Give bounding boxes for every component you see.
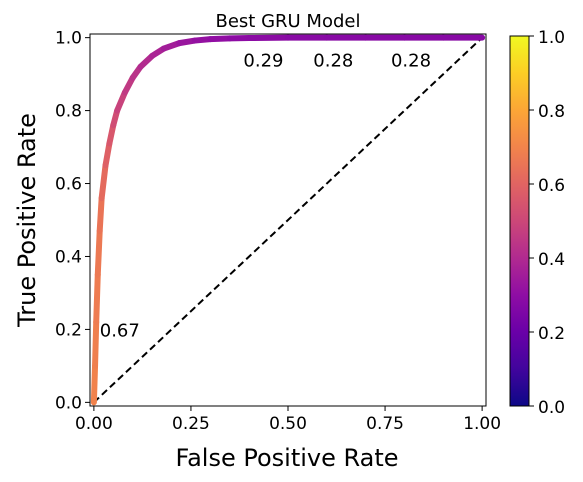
roc-segment	[93, 271, 101, 326]
colorbar-ticks: 0.0 0.2 0.4 0.6 0.8 1.0	[529, 28, 565, 418]
y-axis: 0.0 0.2 0.4 0.6 0.8 1.0	[55, 29, 90, 413]
chart-title: Best GRU Model	[216, 11, 361, 32]
colorbar: 0.0 0.2 0.4 0.6 0.8 1.0	[509, 28, 565, 418]
x-tick-label: 0.75	[366, 414, 404, 434]
colorbar-gradient	[509, 35, 530, 407]
roc-segment	[92, 319, 100, 369]
threshold-annotation: 0.28	[313, 51, 353, 72]
x-tick-label: 0.25	[172, 414, 210, 434]
roc-segment	[98, 162, 109, 202]
diagonal-reference-line	[93, 36, 483, 404]
colorbar-tick-label: 0.0	[538, 398, 565, 418]
colorbar-tick-label: 0.8	[538, 102, 565, 122]
y-tick-label: 1.0	[55, 29, 82, 49]
plot-area: 0.67 0.29 0.28 0.28	[89, 33, 487, 407]
x-axis: 0.00 0.25 0.50 0.75 1.00	[75, 406, 501, 434]
roc-segment	[90, 362, 99, 406]
y-tick-label: 0.2	[55, 320, 82, 340]
roc-segment	[106, 122, 117, 147]
roc-segment	[207, 35, 233, 43]
roc-segment	[102, 140, 113, 169]
x-axis-label: False Positive Rate	[175, 444, 398, 472]
y-tick-label: 0.6	[55, 175, 82, 195]
x-tick-label: 0.50	[269, 414, 307, 434]
threshold-annotation: 0.67	[100, 320, 140, 341]
colorbar-tick-label: 0.4	[538, 250, 565, 270]
x-tick-label: 1.00	[463, 414, 501, 434]
roc-segment	[94, 227, 103, 278]
y-tick-label: 0.4	[55, 247, 82, 267]
threshold-annotation: 0.28	[391, 51, 431, 72]
threshold-annotation: 0.29	[243, 51, 283, 72]
y-tick-label: 0.0	[55, 393, 82, 413]
roc-segment	[114, 89, 128, 114]
y-axis-label: True Positive Rate	[13, 113, 41, 328]
colorbar-tick-label: 0.6	[538, 176, 565, 196]
colorbar-tick-label: 1.0	[538, 28, 565, 48]
threshold-annotations: 0.67 0.29 0.28 0.28	[100, 51, 431, 342]
colorbar-tick-label: 0.2	[538, 324, 565, 344]
x-tick-label: 0.00	[75, 414, 113, 434]
roc-segment	[96, 195, 105, 234]
roc-curve	[90, 34, 486, 406]
y-tick-label: 0.8	[55, 102, 82, 122]
